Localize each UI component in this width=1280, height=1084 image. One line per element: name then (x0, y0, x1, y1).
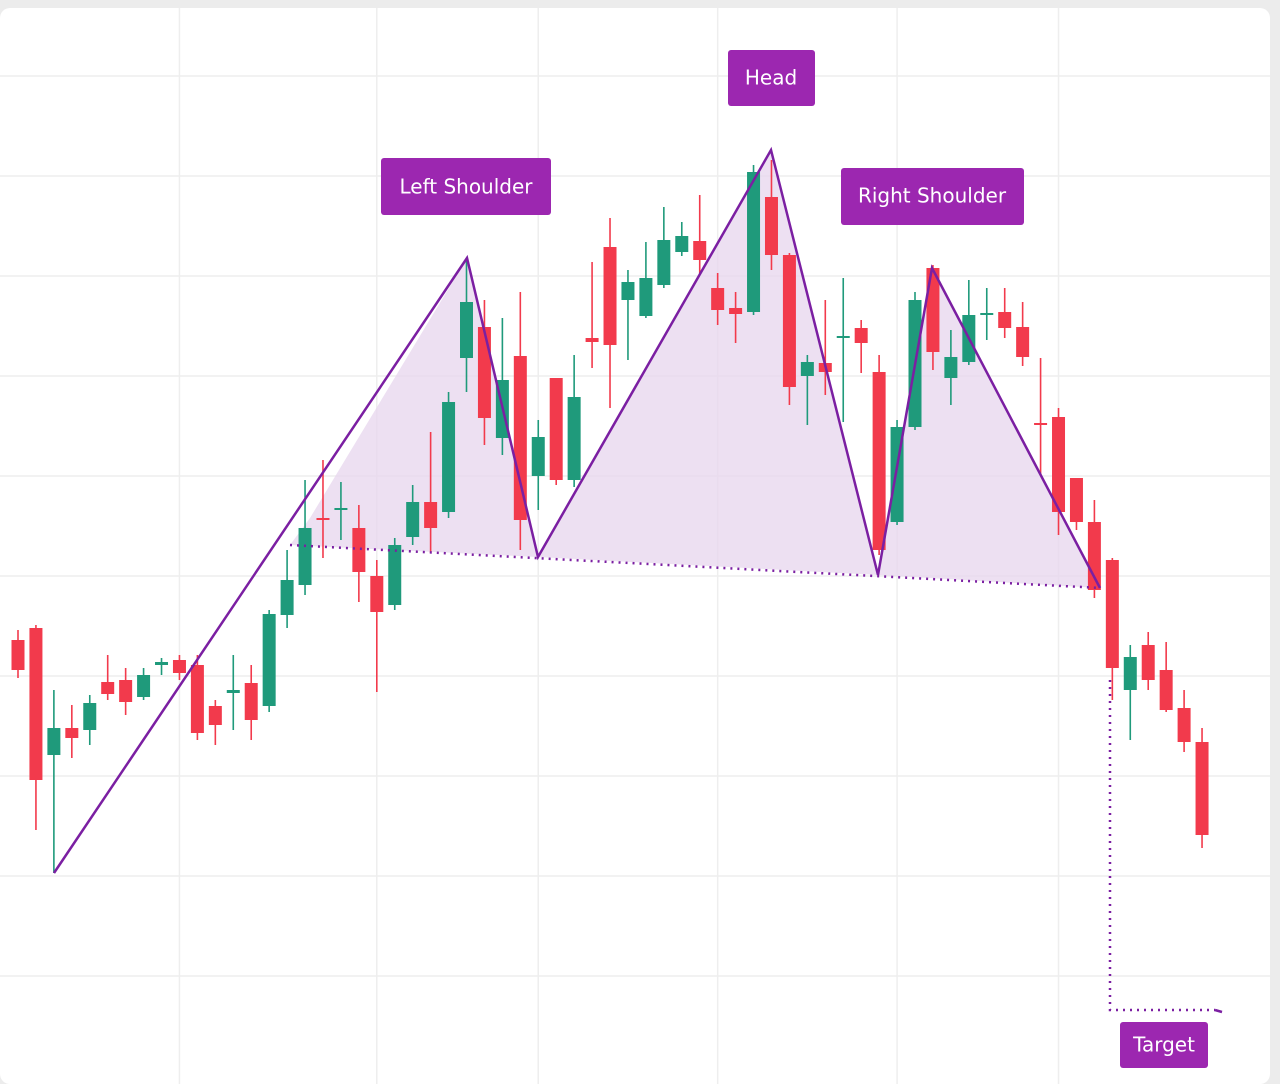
candle-body (406, 502, 420, 537)
annotation-label: Target (1132, 1033, 1195, 1057)
candle-body (513, 356, 527, 520)
candle-body (190, 665, 204, 733)
candle-body (334, 508, 348, 510)
annotation-box (728, 50, 815, 106)
candle-body (1016, 327, 1030, 357)
candle-body (477, 327, 491, 418)
annotation-box (381, 158, 551, 215)
target-tick (1214, 1008, 1223, 1014)
target-line (1108, 680, 1215, 1012)
candle-body (854, 328, 868, 343)
candle-body (639, 278, 653, 316)
candle-body (460, 302, 473, 358)
pattern-lines (52, 146, 1223, 1014)
candle-body (119, 680, 133, 702)
candle-body (1034, 423, 1048, 425)
candle-body (693, 241, 707, 260)
candle-body (764, 197, 778, 255)
candle-body (603, 247, 617, 345)
candle-body (980, 313, 994, 315)
candle-body (1195, 742, 1209, 835)
candle-body (280, 580, 294, 615)
candle-body (47, 728, 61, 755)
candle-body (1069, 478, 1083, 522)
candle-body (585, 338, 599, 342)
candle-body (711, 288, 725, 310)
annotation-label: Right Shoulder (858, 184, 1007, 208)
candle-body (944, 357, 958, 378)
candle-body (11, 640, 25, 670)
candle-body (747, 172, 761, 312)
candle-body (137, 675, 151, 697)
candle-body (1052, 417, 1066, 512)
candle-body (316, 518, 330, 520)
annotations: Left Shoulder Head Right Shoulder Target (381, 50, 1208, 1068)
annotation-label: Head (745, 66, 797, 90)
candle-body (1123, 657, 1137, 690)
candle-body (836, 336, 850, 338)
candle-body (298, 528, 312, 585)
annotation-label: Left Shoulder (399, 175, 533, 199)
left-shoulder-area (290, 258, 538, 557)
candle-body (1105, 560, 1119, 668)
candle-body (442, 402, 456, 512)
candle-body (549, 378, 563, 480)
candle-body (998, 312, 1012, 328)
candle-body (657, 240, 671, 285)
candle-body (424, 502, 438, 528)
candle-body (872, 372, 886, 550)
candle-body (352, 528, 366, 572)
candle-body (1159, 670, 1173, 710)
candle-body (800, 362, 814, 376)
candle-body (675, 236, 689, 252)
candle-body (244, 683, 258, 720)
pattern-line (52, 146, 1102, 874)
candle-body (155, 662, 169, 665)
candle-body (262, 614, 276, 706)
candle-body (531, 437, 545, 476)
candle-body (782, 255, 796, 387)
candle-body (83, 703, 97, 730)
annotation-box (841, 168, 1024, 225)
candle-body (208, 706, 222, 725)
candle-body (101, 682, 115, 694)
candle-body (226, 690, 240, 693)
candle-body (65, 728, 79, 738)
candle-body (172, 660, 186, 673)
candle-body (29, 628, 43, 780)
annotation-box (1120, 1022, 1208, 1068)
candle-body (621, 282, 635, 300)
candle-body (1177, 708, 1191, 742)
candle-body (567, 397, 581, 480)
candle-body (388, 545, 402, 605)
candle-body (926, 268, 940, 352)
candle-body (1141, 645, 1155, 680)
candle-body (729, 308, 743, 314)
candle-body (370, 576, 384, 612)
